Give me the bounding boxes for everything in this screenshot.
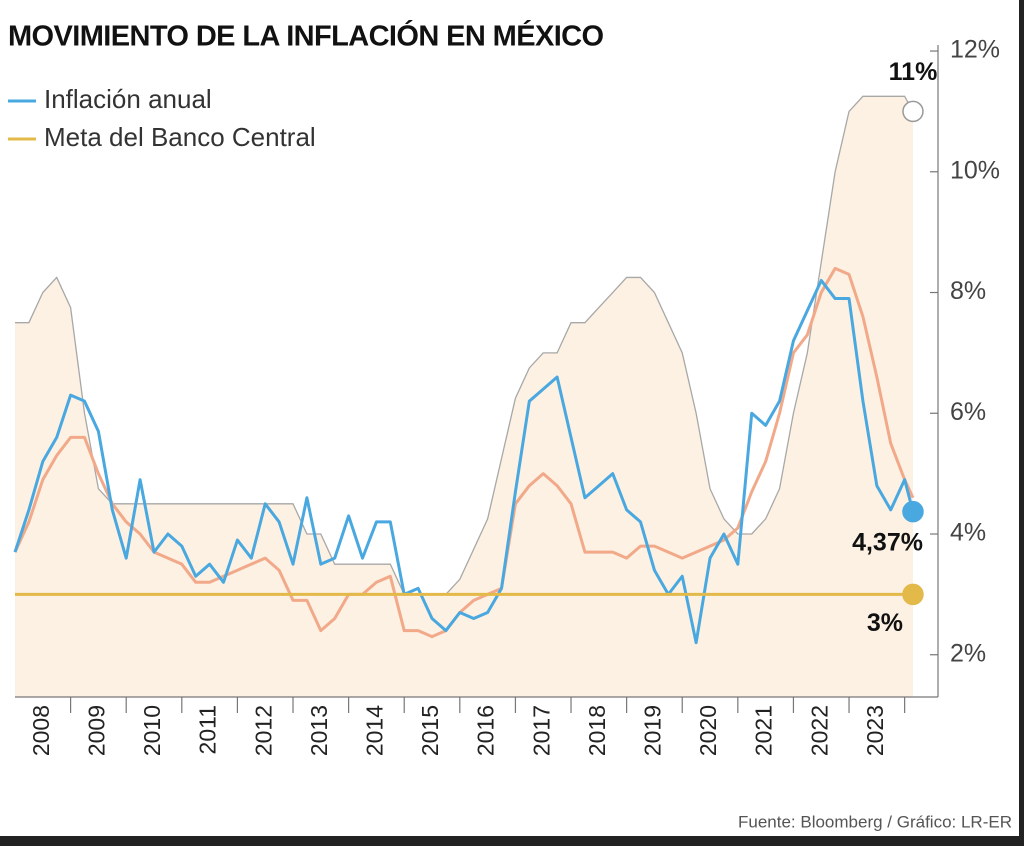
end-label: 11% [889,58,938,86]
x-tick-label: 2014 [361,705,387,756]
y-tick-label: 4% [950,519,986,547]
area-outline [15,95,914,596]
x-tick-label: 2012 [250,705,276,756]
x-tick-label: 2021 [751,705,777,756]
frame-bottom [0,836,1024,846]
end-marker [902,100,924,123]
y-tick-label: 2% [950,639,986,667]
y-tick-label: 12% [950,36,1000,64]
line [13,278,915,645]
y-tick-label: 6% [950,398,986,426]
y-tick-label: 8% [950,277,986,305]
x-tick-label: 2009 [83,705,109,756]
x-tick-label: 2018 [584,705,610,756]
x-tick-label: 2020 [695,705,721,756]
legend-label: Meta del Banco Central [44,122,316,152]
x-tick-label: 2011 [195,705,221,754]
end-label: 4,37% [852,528,923,556]
y-tick-label: 10% [950,156,1000,184]
x-tick-label: 2016 [473,705,499,756]
x-tick-label: 2015 [417,705,443,756]
legend-label: Inflación anual [44,84,212,114]
end-marker [902,583,924,606]
x-tick-label: 2008 [28,705,54,756]
x-tick-label: 2023 [862,705,888,756]
x-tick-label: 2017 [528,705,554,756]
x-tick-label: 2010 [139,705,165,756]
area [15,96,913,697]
x-tick-label: 2019 [640,705,666,756]
end-marker [902,500,924,523]
x-tick-label: 2022 [806,705,832,756]
chart-title: MOVIMIENTO DE LA INFLACIÓN EN MÉXICO [8,19,604,53]
frame-right [1019,0,1024,846]
source: Fuente: Bloomberg / Gráfico: LR-ER [738,812,1012,831]
line [13,266,915,639]
end-label: 3% [867,609,903,637]
x-tick-label: 2013 [306,705,332,756]
